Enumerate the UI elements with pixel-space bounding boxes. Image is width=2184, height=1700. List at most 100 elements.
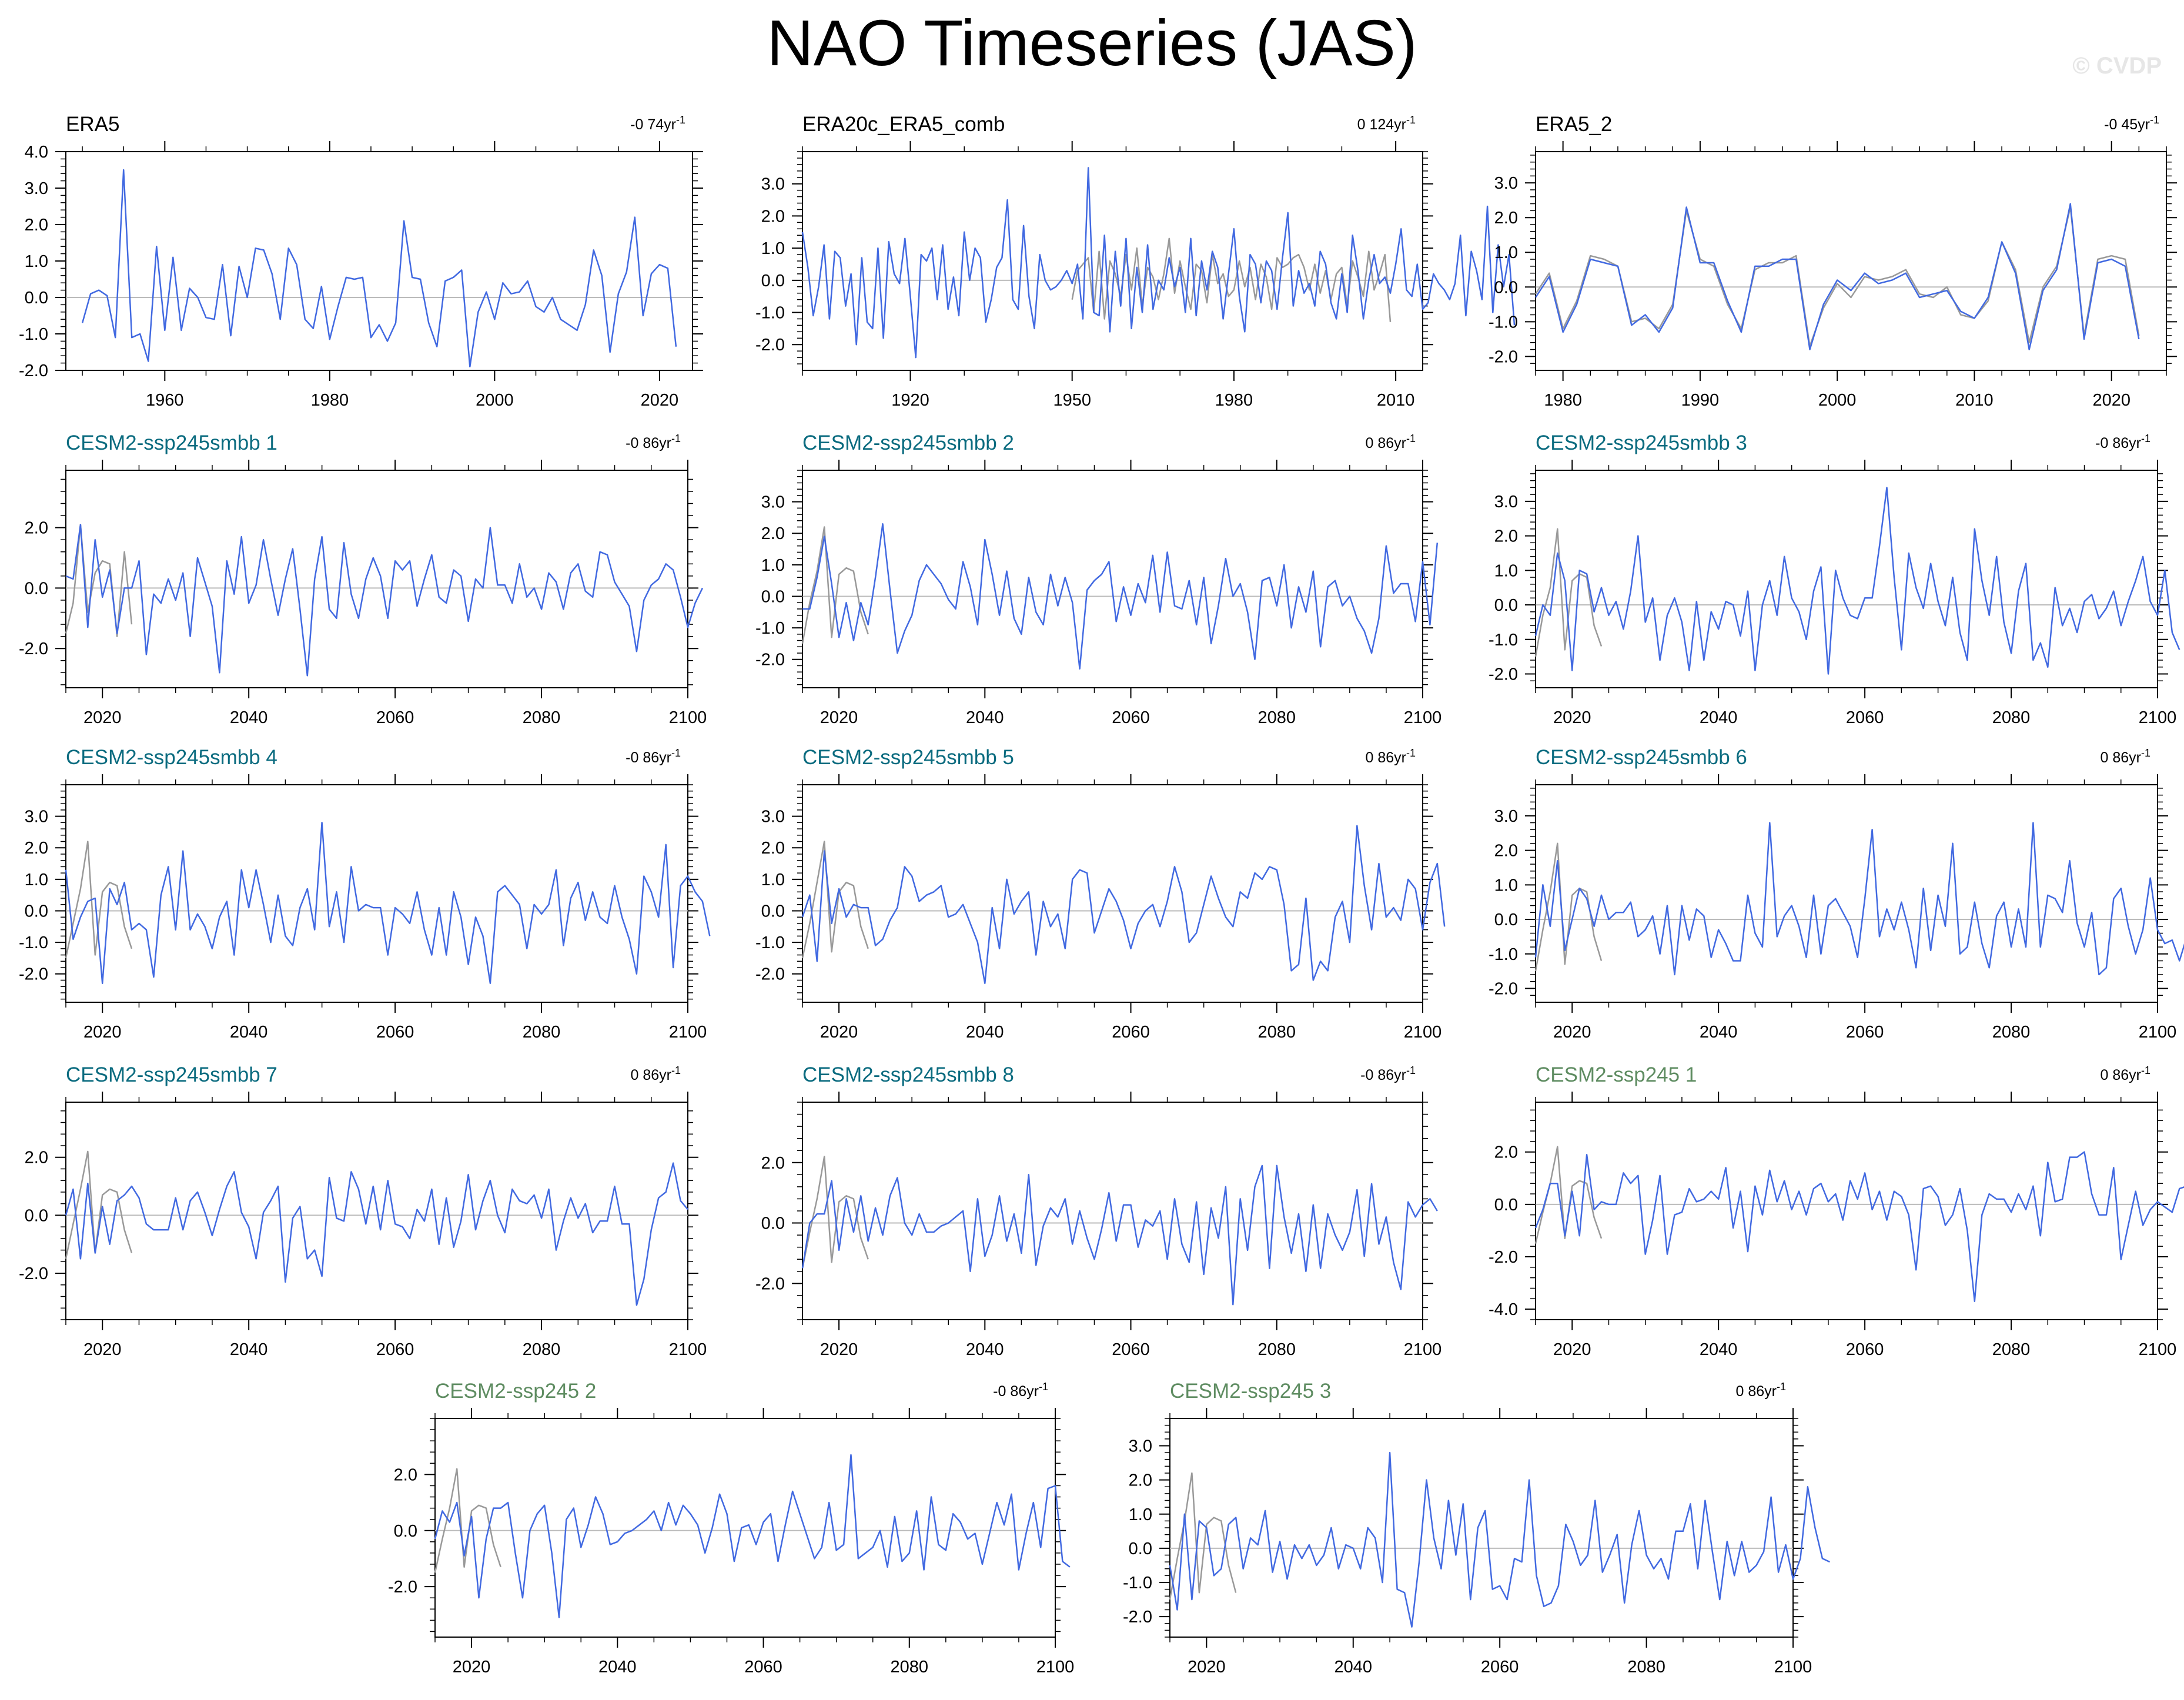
- x-tick-label: 2020: [1553, 1023, 1591, 1042]
- y-tick-label: 2.0: [1129, 1471, 1152, 1490]
- x-tick-label: 2020: [820, 1023, 858, 1042]
- x-tick-label: 2100: [2139, 1023, 2177, 1042]
- y-tick-label: 1.0: [761, 556, 785, 575]
- y-tick-label: 2.0: [1494, 209, 1518, 227]
- panel-title: CESM2-ssp245smbb 3: [1536, 431, 1747, 454]
- y-tick-label: 0.0: [25, 902, 48, 921]
- trend-label: 0 124yr-1: [1357, 114, 1416, 133]
- y-tick-label: -1.0: [755, 933, 785, 952]
- model-series-line: [1169, 1451, 1830, 1628]
- watermark: © CVDP: [2072, 53, 2162, 79]
- trend-label: 0 86yr-1: [1366, 433, 1416, 451]
- plot-frame: [1169, 1418, 1794, 1638]
- y-tick-label: 0.0: [761, 1214, 785, 1233]
- plot-frame: [802, 1102, 1423, 1320]
- x-tick-label: 2020: [820, 1340, 858, 1359]
- x-tick-label: 1980: [1544, 391, 1582, 410]
- panel-title: CESM2-ssp245 1: [1536, 1063, 1697, 1086]
- x-tick-label: 2060: [376, 1340, 414, 1359]
- observed-series-line: [65, 524, 133, 637]
- chart-panel: -2.0 -1.0 0.0 1.0 2.0 3.0 2020 2040 2060 2080 2100…: [755, 746, 1446, 1042]
- y-tick-label: 1.0: [761, 871, 785, 889]
- x-tick-label: 2040: [230, 708, 268, 727]
- trend-label: -0 86yr-1: [626, 747, 681, 766]
- y-tick-label: -2.0: [19, 362, 48, 380]
- plot-frame: [1535, 470, 2158, 688]
- x-tick-label: 2020: [820, 708, 858, 727]
- y-tick-label: -2.0: [19, 965, 48, 984]
- y-tick-label: -2.0: [755, 965, 785, 984]
- y-tick-label: -2.0: [1489, 980, 1518, 999]
- y-tick-label: 3.0: [761, 175, 785, 194]
- x-tick-label: 2020: [641, 391, 679, 410]
- panel-title: ERA20c_ERA5_comb: [802, 113, 1005, 136]
- y-tick-label: 0.0: [1129, 1540, 1152, 1558]
- x-tick-label: 2100: [1404, 708, 1442, 727]
- y-tick-label: 0.0: [1494, 911, 1518, 929]
- x-tick-label: 2100: [669, 1340, 707, 1359]
- model-series-line: [1534, 203, 2140, 350]
- x-tick-label: 2040: [1335, 1658, 1373, 1676]
- y-tick-label: 1.0: [1129, 1505, 1152, 1524]
- y-tick-label: -2.0: [755, 336, 785, 354]
- y-tick-label: -1.0: [19, 325, 48, 344]
- x-tick-label: 2020: [1188, 1658, 1226, 1676]
- x-tick-label: 1920: [891, 391, 929, 410]
- x-tick-label: 2060: [744, 1658, 782, 1676]
- chart-panel: -2.0 0.0 2.0 2020 2040 2060 2080 2100 CESM2-ssp2…: [755, 1063, 1441, 1359]
- plot-frame: [65, 784, 688, 1003]
- y-tick-label: -2.0: [19, 640, 48, 658]
- y-tick-label: 0.0: [761, 587, 785, 606]
- y-tick-label: 0.0: [25, 289, 48, 307]
- panel-title: CESM2-ssp245smbb 6: [1536, 746, 1747, 769]
- x-tick-label: 2080: [1258, 1023, 1296, 1042]
- chart-panel: -2.0 -1.0 0.0 1.0 2.0 3.0 4.0 1960 1980 2000 2020 E…: [19, 113, 703, 410]
- chart-panel: -2.0 -1.0 0.0 1.0 2.0 3.0 2020 2040 2060 2080 2100…: [1489, 746, 2184, 1042]
- model-series-line: [801, 1164, 1438, 1306]
- x-tick-label: 2040: [966, 1340, 1004, 1359]
- x-tick-label: 2100: [2139, 708, 2177, 727]
- y-tick-label: 0.0: [1494, 278, 1518, 297]
- trend-label: 0 86yr-1: [2101, 747, 2151, 766]
- model-series-line: [801, 167, 1516, 359]
- panel-title: CESM2-ssp245smbb 1: [66, 431, 277, 454]
- panel-title: CESM2-ssp245 3: [1170, 1380, 1331, 1403]
- panel-title: CESM2-ssp245smbb 8: [802, 1063, 1014, 1086]
- x-tick-label: 1980: [1215, 391, 1253, 410]
- trend-label: -0 86yr-1: [626, 433, 681, 451]
- plot-frame: [65, 470, 688, 688]
- y-tick-label: -2.0: [755, 651, 785, 670]
- y-tick-label: -1.0: [1489, 631, 1518, 650]
- observed-series-line: [65, 841, 133, 959]
- model-series-line: [65, 822, 711, 985]
- y-tick-label: 2.0: [1494, 842, 1518, 861]
- trend-label: -0 86yr-1: [2095, 433, 2150, 451]
- y-tick-label: -4.0: [1489, 1300, 1518, 1319]
- y-tick-label: -2.0: [755, 1274, 785, 1293]
- y-tick-label: 2.0: [1494, 1143, 1518, 1162]
- y-tick-label: -2.0: [1489, 665, 1518, 684]
- model-series-line: [434, 1454, 1071, 1618]
- chart-panel: -2.0 -1.0 0.0 1.0 2.0 3.0 2020 2040 2060 2080 2100…: [1123, 1380, 1830, 1676]
- panel-title: CESM2-ssp245smbb 2: [802, 431, 1014, 454]
- trend-label: 0 86yr-1: [1366, 747, 1416, 766]
- observed-series-line: [1071, 237, 1392, 322]
- chart-panel: -2.0 -1.0 0.0 1.0 2.0 3.0 1980 1990 2000 2010 2020…: [1489, 113, 2177, 410]
- y-tick-label: 4.0: [25, 143, 48, 162]
- chart-panel: -2.0 0.0 2.0 2020 2040 2060 2080 2100 CESM2-ssp2…: [19, 1063, 707, 1359]
- y-tick-label: 2.0: [761, 524, 785, 543]
- x-tick-label: 2060: [1846, 708, 1884, 727]
- x-tick-label: 2010: [1955, 391, 1994, 410]
- x-tick-label: 2080: [523, 708, 561, 727]
- chart-panel: -2.0 -1.0 0.0 1.0 2.0 3.0 1920 1950 1980 2010 ERA2…: [755, 113, 1516, 410]
- x-tick-label: 1980: [311, 391, 349, 410]
- y-tick-label: 0.0: [25, 1206, 48, 1225]
- plot-frame: [1535, 784, 2158, 1003]
- panel-title: CESM2-ssp245smbb 4: [66, 746, 277, 769]
- y-tick-label: 2.0: [761, 839, 785, 858]
- x-tick-label: 2000: [476, 391, 514, 410]
- panel-title: ERA5_2: [1536, 113, 1612, 136]
- y-tick-label: 2.0: [1494, 527, 1518, 546]
- observed-series-line: [1534, 206, 2140, 347]
- y-tick-label: 3.0: [25, 179, 48, 198]
